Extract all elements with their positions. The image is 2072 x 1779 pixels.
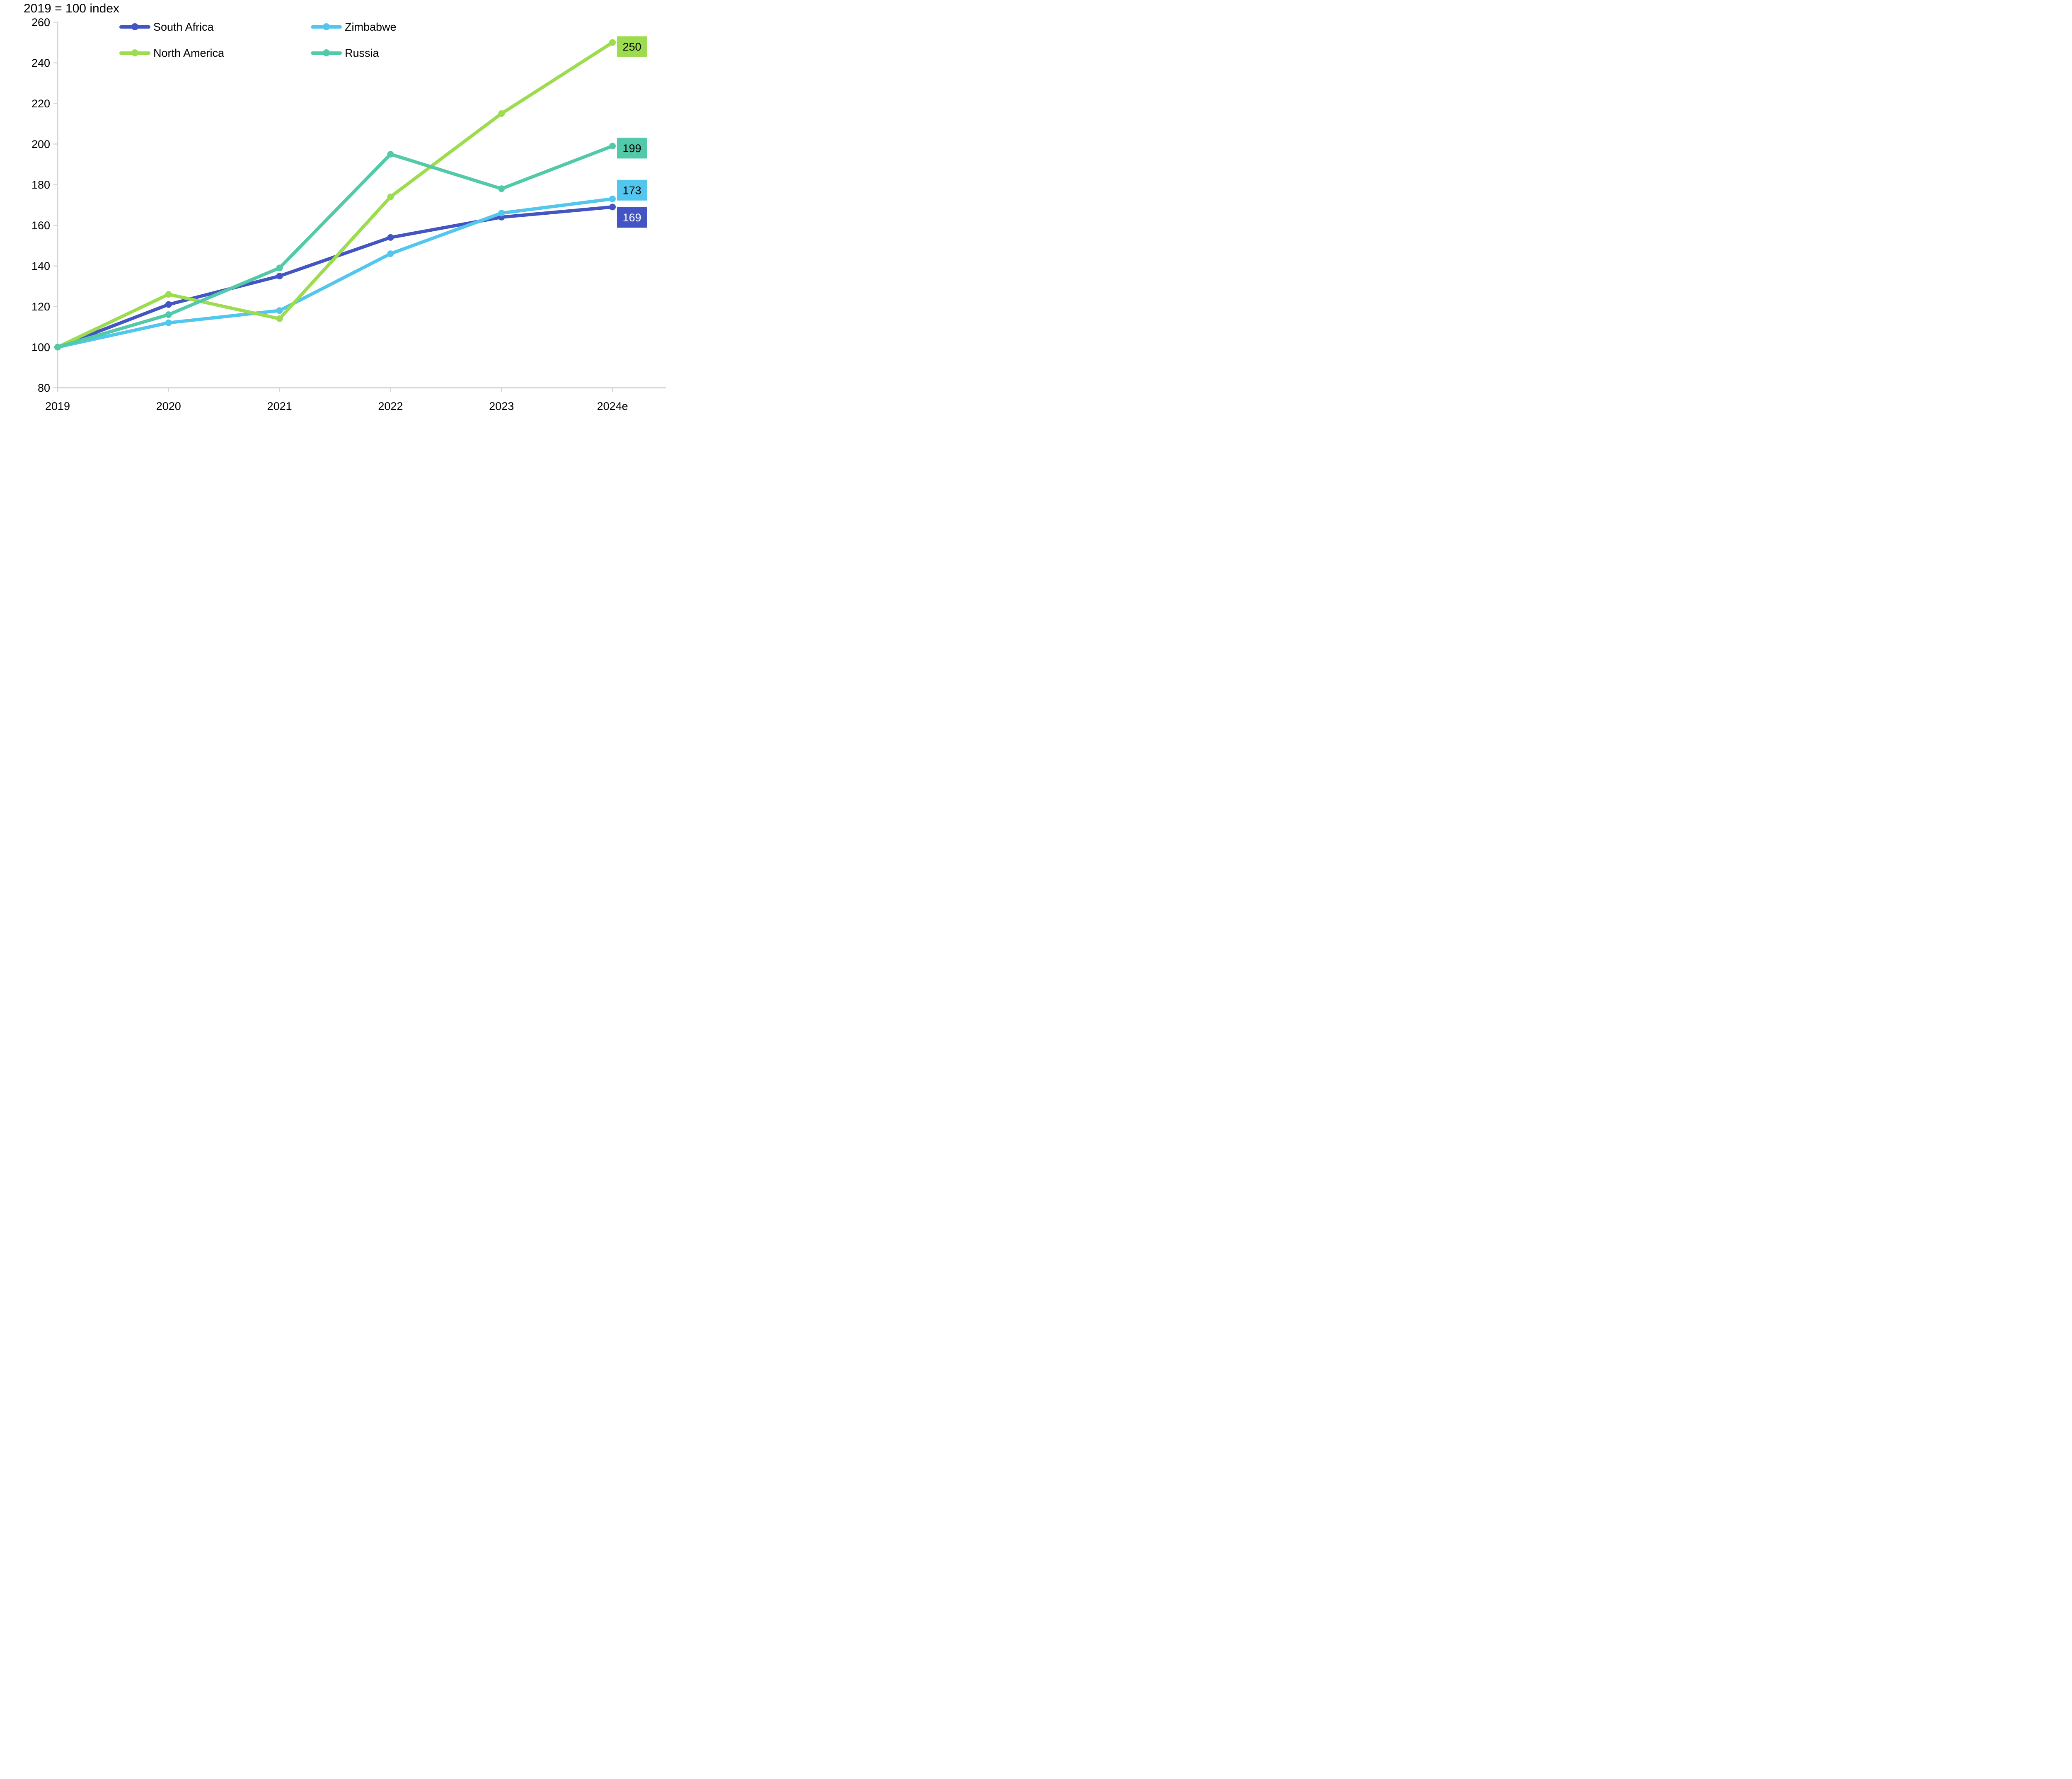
legend-label: South Africa [153,20,214,33]
y-axis-tick-label: 80 [38,382,50,394]
end-label-badge-south-africa: 169 [617,207,647,228]
legend-label: Zimbabwe [345,20,397,33]
legend-line-marker-icon [311,19,342,35]
end-label-box-south-africa [617,207,647,228]
x-axis-tick-label: 2019 [45,400,70,412]
data-point-zimbabwe-2024e [609,195,616,202]
y-axis-tick-label: 140 [31,260,50,272]
y-axis-tick-label: 100 [31,341,50,354]
legend-dot-icon [131,23,138,30]
end-label-value-north-america: 250 [622,41,641,53]
series-line-russia [56,144,614,349]
legend-line-marker-icon [119,45,150,61]
legend-item-north-america: North America [119,45,224,61]
legend-line-marker-icon [119,19,150,35]
y-axis-tick-label: 160 [31,219,50,232]
data-point-russia-2020 [165,311,172,318]
legend-label: Russia [345,46,379,59]
chart-page: 2019 = 100 index South Africa Zimbabwe Nor… [0,0,673,445]
data-point-north-america-2020 [165,291,172,298]
end-label-value-russia: 199 [622,142,641,155]
x-axis-tick-label: 2024e [597,400,628,412]
end-label-box-russia [617,138,647,159]
end-label-value-zimbabwe: 173 [622,184,641,196]
legend-item-south-africa: South Africa [119,19,214,35]
series-line-south-africa [56,205,614,349]
series-line-zimbabwe [56,197,614,349]
y-axis-tick-label: 220 [31,97,50,110]
line-series-russia [54,143,616,351]
line-series-zimbabwe [54,195,616,351]
legend-item-russia: Russia [311,45,379,61]
chart-title: 2019 = 100 index [24,2,120,15]
x-axis-tick-label: 2023 [489,400,514,412]
y-axis-tick-label: 260 [31,16,50,29]
data-point-russia-2019 [54,344,61,351]
data-point-north-america-2022 [387,193,394,200]
end-label-value-south-africa: 169 [622,211,641,224]
legend-dot-icon [131,49,138,56]
y-axis-tick-label: 120 [31,301,50,313]
data-point-russia-2024e [609,143,616,150]
x-axis-tick-label: 2020 [156,400,181,412]
line-series-north-america [54,39,616,351]
series-line-north-america [56,41,614,349]
data-point-north-america-2023 [498,110,505,117]
x-axis-tick-label: 2022 [378,400,403,412]
y-axis-tick-label: 240 [31,57,50,69]
data-point-south-africa-2021 [276,273,283,279]
data-point-zimbabwe-2022 [387,250,394,257]
data-point-zimbabwe-2020 [165,319,172,326]
legend-dot-icon [323,23,330,30]
end-label-badge-north-america: 250 [617,36,647,57]
data-point-russia-2023 [498,185,505,192]
data-point-south-africa-2022 [387,234,394,241]
data-point-north-america-2021 [276,315,283,322]
x-axis-tick-label: 2021 [267,400,292,412]
data-point-russia-2021 [276,264,283,271]
line-chart-plot: 80 100 120 140 160 180 200 220 240 260 2019 2020 202… [31,16,666,412]
legend-label: North America [153,46,225,59]
end-label-box-zimbabwe [617,179,647,201]
data-point-zimbabwe-2021 [276,307,283,314]
legend-line-marker-icon [311,45,342,61]
y-axis-tick-label: 180 [31,179,50,191]
data-point-russia-2022 [387,151,394,158]
data-point-north-america-2024e [609,39,616,46]
data-point-south-africa-2020 [165,301,172,308]
end-label-badge-russia: 199 [617,138,647,159]
end-label-box-north-america [617,36,647,57]
y-axis-tick-label: 200 [31,138,50,150]
end-label-badge-zimbabwe: 173 [617,179,647,201]
legend-dot-icon [323,49,330,56]
legend-item-zimbabwe: Zimbabwe [311,19,397,35]
data-point-south-africa-2024e [609,204,616,211]
data-point-zimbabwe-2023 [498,210,505,217]
